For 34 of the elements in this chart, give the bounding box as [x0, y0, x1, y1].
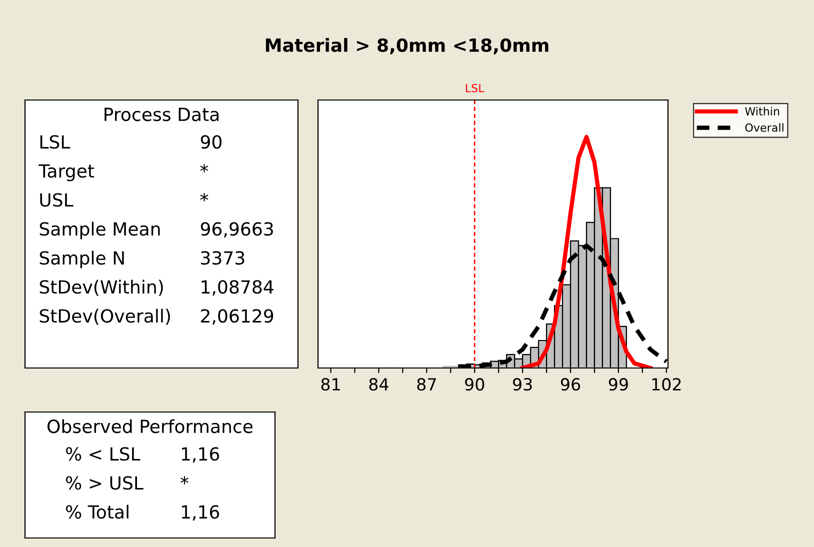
text: 1,08784 [202, 280, 274, 296]
text: 3373 [201, 251, 244, 265]
text: Sample N [40, 250, 124, 268]
text: % Total [66, 504, 128, 519]
text: * [200, 164, 208, 172]
text: 1,16 [182, 447, 220, 463]
x-tick-label: 81 [321, 378, 340, 391]
x-tick-label: 84 [369, 378, 388, 391]
legend-label: Within [745, 106, 780, 116]
text: StDev(Overall) [40, 308, 170, 325]
legend-label: Overall [745, 123, 784, 132]
text: % < LSL [66, 447, 140, 461]
text: LSL [40, 135, 70, 149]
x-tick-label: 99 [608, 378, 628, 391]
x-tick-label: 90 [465, 378, 484, 391]
text: Target [38, 164, 94, 182]
text: 1,16 [182, 505, 220, 521]
text: USL [40, 193, 74, 207]
text: 90 [200, 135, 222, 149]
x-tick-label: 102 [652, 378, 681, 391]
text: % > USL [66, 476, 144, 490]
text: StDev(Within) [40, 280, 163, 296]
text: Observed Performance [48, 419, 253, 434]
text: 2,06129 [201, 309, 274, 325]
text: 96,9663 [200, 222, 273, 238]
x-tick-label: 96 [560, 378, 580, 391]
x-tick-label: 87 [417, 378, 436, 391]
text: Process Data [104, 108, 219, 122]
x-tick-label: 93 [513, 378, 532, 391]
text: * [180, 476, 188, 484]
ref-line-label: LSL [466, 84, 484, 92]
text: Sample Mean [40, 222, 160, 240]
chart-title: Material > 8,0mm <18,0mm [266, 38, 548, 54]
text: * [200, 193, 208, 202]
